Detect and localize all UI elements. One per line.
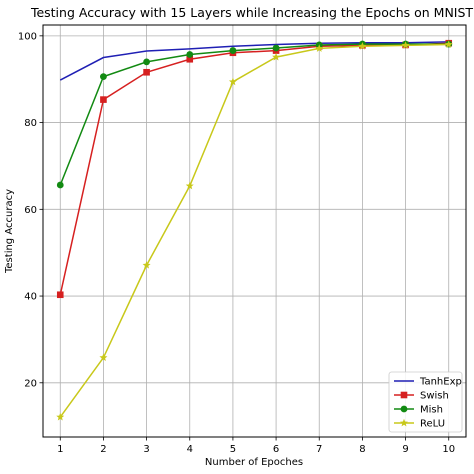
data-point-swish <box>56 291 64 299</box>
legend-label-tanhexp: TanhExp <box>419 377 462 388</box>
data-point-relu <box>358 42 367 50</box>
grid <box>43 25 466 437</box>
legend-box <box>388 371 463 433</box>
y-tick-label: 80 <box>24 118 37 129</box>
data-point-swish <box>100 96 107 103</box>
y-tick-label: 40 <box>24 292 37 303</box>
x-tick-label: 9 <box>402 444 408 455</box>
legend-label-mish: Mish <box>420 405 443 416</box>
legend-item-swish: Swish <box>394 391 449 402</box>
data-point-relu <box>142 261 151 269</box>
x-tick-label: 1 <box>57 444 63 455</box>
series-swish <box>56 39 453 299</box>
x-tick-label: 5 <box>230 444 236 455</box>
data-point-relu <box>228 77 237 86</box>
series-line-relu <box>59 43 449 418</box>
x-tick-label: 7 <box>316 444 322 455</box>
series-layer <box>56 39 453 421</box>
data-point-mish <box>56 181 64 189</box>
data-point-swish <box>143 68 150 76</box>
legend-item-relu: ReLU <box>394 419 445 430</box>
series-mish <box>56 40 453 189</box>
legend-label-swish: Swish <box>420 391 449 402</box>
series-line-swish <box>59 42 449 295</box>
y-axis-title: Testing Accuracy <box>4 189 15 274</box>
axis-ticks: 1 2 3 4 5 6 7 8 9 10 20 40 60 80 100 <box>18 31 455 455</box>
legend-marker-swish <box>400 391 408 399</box>
series-line-tanhexp <box>59 41 449 81</box>
data-point-relu <box>401 41 410 49</box>
data-point-relu <box>99 353 108 362</box>
legend-item-mish: Mish <box>394 405 443 416</box>
series-relu <box>56 40 453 421</box>
legend: TanhExp Swish Mish ReLU <box>388 371 463 433</box>
legend-item-tanhexp: TanhExp <box>394 377 462 388</box>
chart-title: Testing Accuracy with 15 Layers while In… <box>30 5 473 20</box>
data-point-swish <box>186 55 194 63</box>
series-line-mish <box>59 43 449 186</box>
legend-marker-relu <box>400 418 408 427</box>
x-axis-title: Number of Epoches <box>205 457 303 468</box>
legend-marker-mish <box>400 405 408 413</box>
data-point-relu <box>272 52 281 61</box>
y-tick-label: 100 <box>18 31 37 42</box>
x-tick-label: 2 <box>100 444 106 455</box>
data-point-relu <box>315 44 324 52</box>
data-point-mish <box>186 51 194 58</box>
data-point-relu <box>185 181 194 190</box>
data-point-mish <box>143 58 150 66</box>
data-point-mish <box>100 73 107 81</box>
y-tick-label: 60 <box>24 205 37 216</box>
x-tick-label: 6 <box>273 444 279 455</box>
x-tick-label: 10 <box>442 444 455 455</box>
data-point-relu <box>56 412 65 421</box>
x-tick-label: 3 <box>143 444 149 455</box>
legend-label-relu: ReLU <box>420 419 445 430</box>
y-tick-label: 20 <box>24 378 37 389</box>
data-point-mish <box>272 44 280 52</box>
data-point-relu <box>444 40 453 48</box>
x-tick-label: 8 <box>359 444 365 455</box>
plot-area-frame <box>42 24 467 438</box>
data-point-mish <box>229 47 237 54</box>
x-tick-label: 4 <box>187 444 193 455</box>
series-tanhexp <box>59 41 449 81</box>
